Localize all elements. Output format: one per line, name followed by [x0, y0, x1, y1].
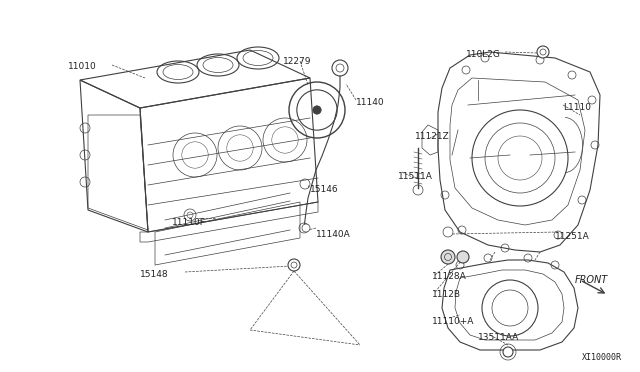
Text: 11110F: 11110F: [172, 218, 206, 227]
Text: 1112B: 1112B: [432, 290, 461, 299]
Text: L1110: L1110: [563, 103, 591, 112]
Circle shape: [288, 259, 300, 271]
Circle shape: [457, 251, 469, 263]
Text: 11140: 11140: [356, 98, 385, 107]
Circle shape: [503, 347, 513, 357]
Circle shape: [313, 106, 321, 114]
Text: 11251A: 11251A: [555, 232, 589, 241]
Text: 11010: 11010: [68, 62, 97, 71]
Text: 12279: 12279: [283, 57, 312, 66]
Text: 11121Z: 11121Z: [415, 132, 450, 141]
Text: 11110+A: 11110+A: [432, 317, 474, 326]
Text: 110L2G: 110L2G: [466, 50, 501, 59]
Circle shape: [302, 224, 310, 232]
Text: 11140A: 11140A: [316, 230, 351, 239]
Text: FRONT: FRONT: [575, 275, 608, 285]
Text: XI10000R: XI10000R: [582, 353, 622, 362]
Circle shape: [537, 46, 549, 58]
Text: 15148: 15148: [140, 270, 168, 279]
Circle shape: [441, 250, 455, 264]
Text: 11128A: 11128A: [432, 272, 467, 281]
Text: 11511A: 11511A: [398, 172, 433, 181]
Text: 15146: 15146: [310, 185, 339, 194]
Text: 13511AA: 13511AA: [478, 333, 519, 342]
